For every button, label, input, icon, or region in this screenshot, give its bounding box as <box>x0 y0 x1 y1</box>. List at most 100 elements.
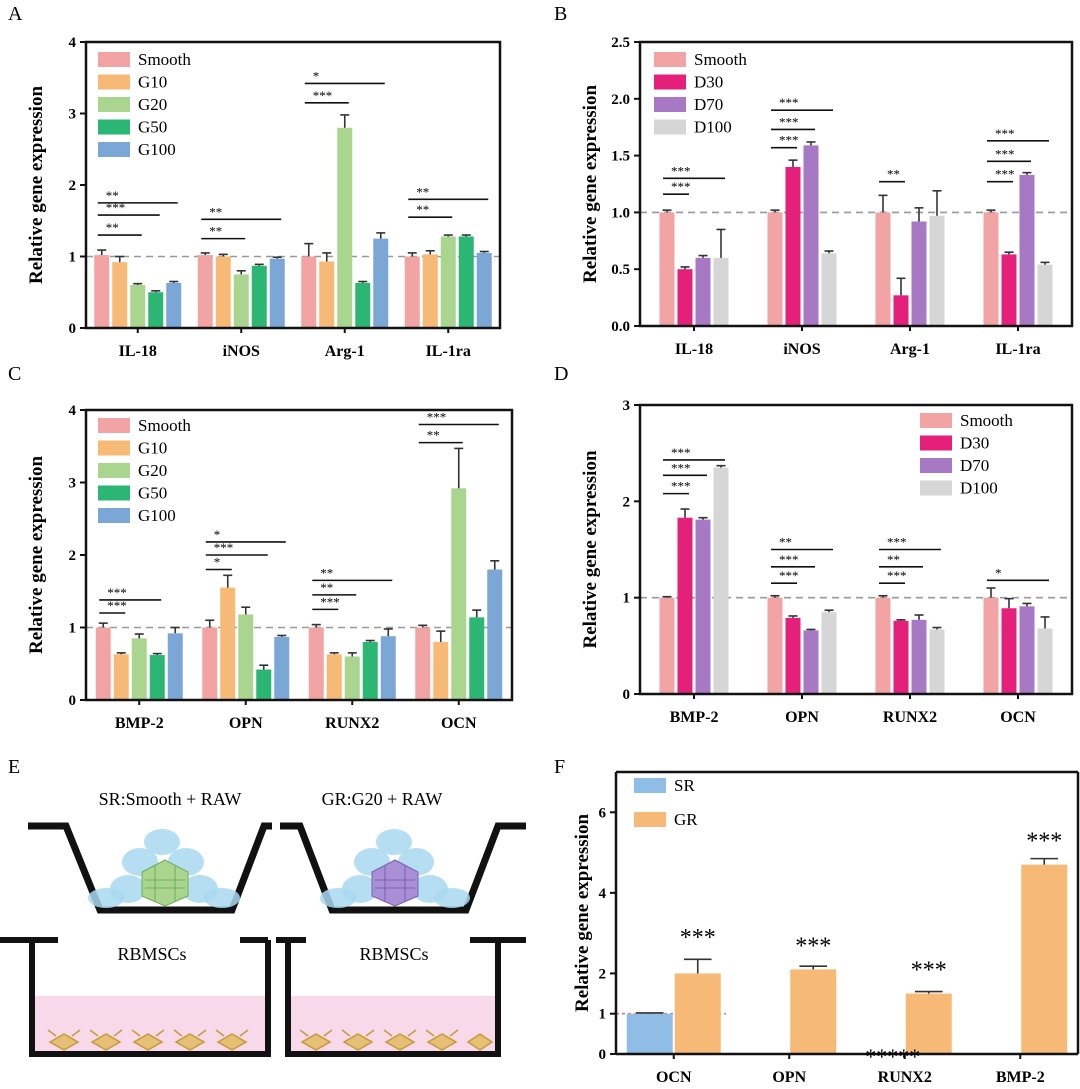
significance-label: *** <box>779 114 799 129</box>
x-tick-label: OPN <box>229 715 263 732</box>
bar-c-g50-bmp-2 <box>149 655 165 700</box>
legend-swatch-g20 <box>98 97 130 112</box>
bar-c-g20-opn <box>238 614 254 700</box>
y-tick-label: 1 <box>599 1007 607 1023</box>
bar-a-g10-il-18 <box>112 262 128 328</box>
significance-label: *** <box>779 133 799 148</box>
bar-c-smooth-bmp-2 <box>95 627 111 700</box>
x-tick-label: RUNX2 <box>325 715 379 732</box>
bar-f-gr-bmp-2 <box>1021 864 1068 1054</box>
significance-label: *** <box>887 568 907 583</box>
legend-swatch-d70 <box>920 458 952 473</box>
chart-panel-f: F Relative gene expression 0 1 2 4 6 OCN OPN RUNX… <box>554 756 1080 1086</box>
significance-label: ** <box>209 224 222 239</box>
bar-d-d100-ocn <box>1037 628 1053 694</box>
bar-a-smooth-inos <box>197 255 213 328</box>
legend-label-g10: G10 <box>138 439 167 458</box>
bar-a-g20-arg-1 <box>337 127 353 328</box>
panel-label-a: A <box>8 3 23 25</box>
rbmsc-cells-right <box>299 1029 494 1051</box>
legend-swatch-gr <box>634 812 666 827</box>
legend-label-g100: G100 <box>138 140 176 159</box>
significance-label: ** <box>320 565 333 580</box>
significance-label: *** <box>107 598 127 613</box>
bar-d-d70-opn <box>803 630 819 694</box>
significance-label: ** <box>106 220 119 235</box>
stray-stars-text: ***** <box>865 1044 920 1069</box>
y-tick-label: 0.0 <box>611 319 630 335</box>
bar-c-g10-runx2 <box>326 654 342 700</box>
legend-swatch-d30 <box>654 74 686 90</box>
bar-c-g20-bmp-2 <box>131 638 147 700</box>
y-tick-label: 1 <box>69 621 77 637</box>
panel-label-d: D <box>554 363 568 385</box>
y-tick-label: 1 <box>623 591 631 607</box>
bar-a-g20-il-18 <box>130 285 146 328</box>
bar-f-gr-runx2 <box>905 993 952 1054</box>
legend-label-smooth: Smooth <box>138 416 191 435</box>
bar-d-d70-runx2 <box>911 619 927 694</box>
bar-a-g50-il-1ra <box>458 236 474 328</box>
y-tick-label: 2 <box>623 494 631 510</box>
bar-d-d70-bmp-2 <box>695 519 711 694</box>
panel-label-c: C <box>8 363 21 385</box>
y-tick-label: 2 <box>69 548 77 564</box>
y-tick-label: 0 <box>599 1047 607 1063</box>
significance-label: ** <box>887 552 900 567</box>
x-tick-label: OCN <box>1000 709 1036 726</box>
legend-label-d30: D30 <box>960 434 989 453</box>
significance-label: * <box>214 527 221 542</box>
x-tick-label: iNOS <box>783 341 820 358</box>
schematic-right-cells-label: RBMSCs <box>359 944 428 964</box>
bar-c-g100-bmp-2 <box>167 633 183 700</box>
bar-c-g20-ocn <box>451 488 467 700</box>
bar-a-g50-arg-1 <box>355 282 371 328</box>
bar-c-g10-bmp-2 <box>113 654 129 700</box>
bar-b-d70-il-18 <box>695 257 711 326</box>
bar-b-smooth-il-18 <box>659 212 675 326</box>
bar-b-smooth-arg-1 <box>875 212 891 326</box>
y-tick-label: 0 <box>623 687 631 703</box>
legend-c: Smooth G10 G20 G50 G100 <box>98 416 191 525</box>
legend-swatch-smooth <box>654 52 686 67</box>
bar-a-g10-il-1ra <box>422 254 438 328</box>
rbmsc-cells-left <box>47 1029 249 1051</box>
bar-d-smooth-bmp-2 <box>659 597 675 694</box>
significance-label: *** <box>671 445 691 460</box>
bar-c-smooth-opn <box>202 627 218 700</box>
bar-b-d70-il-1ra <box>1019 174 1035 326</box>
bar-c-g100-ocn <box>487 569 503 700</box>
bar-d-d30-runx2 <box>893 620 909 694</box>
bar-b-d70-arg-1 <box>911 221 927 326</box>
significance-label: ** <box>416 184 429 199</box>
y-tick-label: 2.5 <box>611 35 630 51</box>
significance-label: *** <box>779 95 799 110</box>
bar-d-smooth-ocn <box>983 597 999 694</box>
x-tick-label: IL-1ra <box>426 343 471 360</box>
bar-a-smooth-il-18 <box>94 255 110 328</box>
plot-frame <box>638 40 1074 328</box>
bar-f-gr-ocn <box>674 973 721 1054</box>
plot-frame <box>84 408 514 702</box>
x-tick-label: Arg-1 <box>890 341 930 358</box>
y-tick-label: 3 <box>69 476 77 492</box>
legend-swatch-g10 <box>98 74 130 90</box>
significance-stars: *** <box>795 933 831 959</box>
y-tick-label: 1.5 <box>611 149 630 165</box>
legend-a: Smooth G10 G20 G50 G100 <box>98 50 191 159</box>
legend-swatch-g10 <box>98 440 130 456</box>
bar-d-d100-runx2 <box>929 629 945 694</box>
bar-a-smooth-arg-1 <box>301 256 317 328</box>
bar-a-g100-il-1ra <box>476 252 492 328</box>
y-tick-label: 3 <box>623 398 631 414</box>
chart-panel-a: A Relative gene expression 0 1 2 3 4 IL-18 iNOS A… <box>8 3 502 360</box>
legend-label-gr: GR <box>674 810 698 829</box>
bar-a-g100-arg-1 <box>373 238 389 328</box>
y-tick-label: 1 <box>69 250 77 266</box>
y-axis-label: Relative gene expression <box>26 456 47 654</box>
significance-label: ** <box>779 535 792 550</box>
legend-swatch-smooth <box>98 418 130 433</box>
bar-c-g10-opn <box>220 587 236 700</box>
transwell-insert-left <box>28 822 272 914</box>
legend-label-sr: SR <box>674 776 695 795</box>
